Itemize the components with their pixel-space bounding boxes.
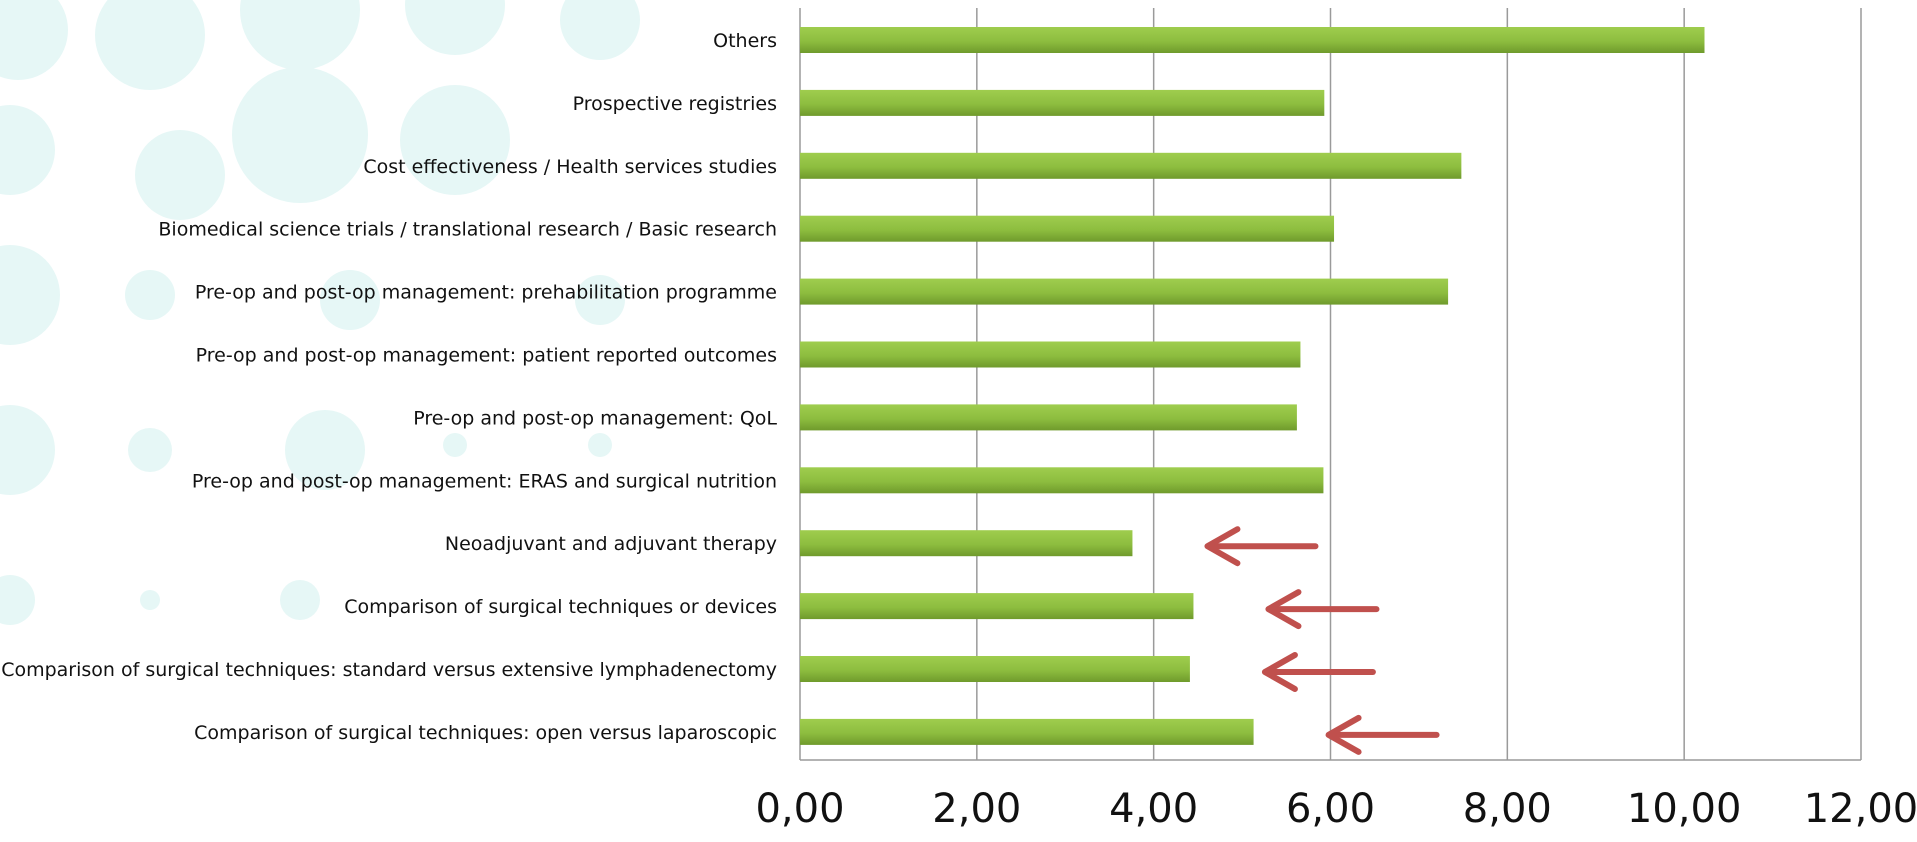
- background-dot: [280, 580, 320, 620]
- category-label: Pre-op and post-op management: ERAS and …: [192, 470, 777, 492]
- gridlines: [799, 8, 1862, 760]
- background-dot: [0, 245, 60, 345]
- annotation-arrow: [1204, 526, 1319, 567]
- annotation-arrow-head: [1325, 714, 1362, 755]
- category-label: Comparison of surgical techniques or dev…: [344, 596, 777, 618]
- x-tick-labels: 0,00 2,00 4,00 6,00 8,00 10,00 12,00: [755, 786, 1917, 832]
- bar: [800, 656, 1190, 682]
- category-label: Biomedical science trials / translationa…: [158, 219, 777, 241]
- annotation-arrow-head: [1265, 589, 1302, 630]
- bar: [800, 341, 1301, 368]
- x-tick-label: 10,00: [1627, 786, 1742, 832]
- bars: [800, 27, 1705, 745]
- x-tick-label: 8,00: [1463, 786, 1552, 832]
- category-labels: Others Prospective registries Cost effecti…: [1, 30, 777, 744]
- x-tick-label: 6,00: [1286, 786, 1375, 832]
- bar: [800, 152, 1462, 179]
- background-dot: [0, 0, 68, 80]
- background-dot: [240, 0, 360, 70]
- category-label: Comparison of surgical techniques: stand…: [1, 659, 777, 681]
- bar: [800, 89, 1325, 116]
- bar: [800, 404, 1297, 431]
- background-dot: [0, 575, 35, 625]
- category-label: Cost effectiveness / Health services stu…: [363, 156, 777, 178]
- background-dot: [140, 590, 160, 610]
- background-dot: [135, 130, 225, 220]
- background-dot: [588, 433, 612, 457]
- x-tick-label: 0,00: [755, 786, 844, 832]
- category-label: Comparison of surgical techniques: open …: [194, 722, 777, 744]
- background-dot: [0, 405, 55, 495]
- bar: [800, 215, 1335, 242]
- annotation-arrow: [1261, 652, 1376, 692]
- annotation-arrows: [1204, 526, 1440, 755]
- background-dot: [560, 0, 640, 60]
- x-tick-label: 12,00: [1804, 786, 1917, 832]
- annotation-arrow: [1325, 714, 1440, 755]
- background-dot: [0, 105, 55, 195]
- category-label: Neoadjuvant and adjuvant therapy: [445, 533, 777, 555]
- category-label: Pre-op and post-op management: prehabili…: [195, 282, 777, 304]
- category-label: Pre-op and post-op management: patient r…: [196, 345, 777, 367]
- background-dot: [128, 428, 172, 472]
- category-label: Others: [713, 30, 777, 52]
- x-tick-label: 4,00: [1109, 786, 1198, 832]
- background-dot: [125, 270, 175, 320]
- background-dot: [400, 85, 510, 195]
- bar: [800, 593, 1194, 620]
- annotation-arrow-head: [1261, 652, 1298, 692]
- bar: [800, 530, 1133, 557]
- x-tick-label: 2,00: [932, 786, 1021, 832]
- annotation-arrow-head: [1204, 526, 1241, 567]
- background-dot: [285, 410, 365, 490]
- bar: [800, 467, 1324, 494]
- bar: [800, 27, 1705, 53]
- background-dot: [232, 67, 368, 203]
- background-dot: [320, 270, 380, 330]
- category-label: Prospective registries: [573, 93, 777, 115]
- bar: [800, 278, 1449, 305]
- background-dot: [95, 0, 205, 90]
- background-dot: [443, 433, 467, 457]
- bar: [800, 718, 1254, 745]
- background-dot: [405, 0, 505, 55]
- background-dot: [575, 275, 625, 325]
- category-label: Pre-op and post-op management: QoL: [413, 407, 777, 429]
- annotation-arrow: [1265, 589, 1380, 630]
